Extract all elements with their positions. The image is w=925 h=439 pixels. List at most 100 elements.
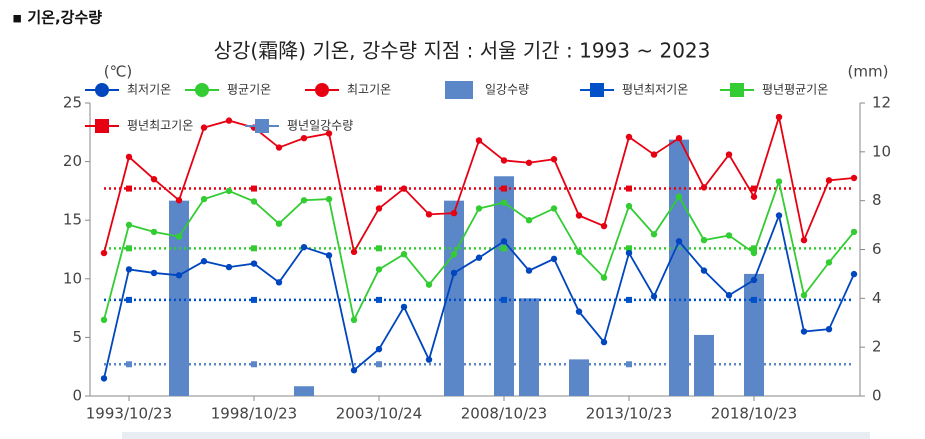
temp-point xyxy=(575,248,583,256)
temp-point xyxy=(575,308,583,315)
legend-label: 일강수량 xyxy=(485,83,529,97)
temp-point xyxy=(775,113,783,121)
y2-axis-label: (mm) xyxy=(848,63,889,81)
y2-tick-label: 0 xyxy=(872,387,882,405)
temp-point xyxy=(425,211,433,218)
temp-point xyxy=(600,338,608,346)
precip-bar xyxy=(519,298,539,396)
normal-marker xyxy=(251,185,257,192)
temp-point xyxy=(275,144,283,151)
temp-point xyxy=(525,217,533,224)
normal-marker xyxy=(251,245,257,252)
legend-marker xyxy=(730,83,744,97)
temp-point xyxy=(550,255,558,263)
normal-marker xyxy=(126,296,132,303)
y2-tick-label: 6 xyxy=(872,240,882,258)
normal-marker xyxy=(501,185,507,192)
legend-swatch xyxy=(445,81,473,99)
temp-point xyxy=(600,222,608,230)
legend-marker xyxy=(590,83,604,97)
temp-point xyxy=(650,231,658,238)
temp-point xyxy=(300,134,308,142)
temp-point xyxy=(525,159,533,166)
y-tick-label: 20 xyxy=(63,152,82,170)
temp-point xyxy=(150,269,158,277)
legend-marker xyxy=(95,83,109,97)
temp-point xyxy=(425,281,433,288)
temp-point xyxy=(425,356,433,363)
legend-label: 평균기온 xyxy=(227,83,271,97)
temp-point xyxy=(600,274,608,281)
precip-bar xyxy=(744,273,764,396)
precip-bar xyxy=(569,359,589,396)
temp-point xyxy=(375,345,383,353)
temp-point xyxy=(450,209,458,217)
temp-point xyxy=(400,185,408,192)
temp-point xyxy=(800,292,808,299)
temp-point xyxy=(225,117,233,124)
legend-label: 평년최고기온 xyxy=(127,119,193,133)
temp-point xyxy=(400,303,408,311)
temp-point xyxy=(750,193,758,200)
temp-point xyxy=(175,272,183,279)
temp-point xyxy=(250,260,258,267)
x-tick-label: 1993/10/23 xyxy=(86,405,172,423)
temp-point xyxy=(850,228,858,236)
temp-point xyxy=(550,156,558,163)
x-tick-label: 2018/10/23 xyxy=(711,405,797,423)
normal-marker xyxy=(626,361,632,368)
temp-point xyxy=(550,205,558,212)
normal-marker xyxy=(126,361,132,368)
legend-label: 최저기온 xyxy=(127,83,171,97)
temp-point xyxy=(475,254,483,261)
legend-label: 평년일강수량 xyxy=(287,119,353,133)
y2-tick-label: 4 xyxy=(872,289,882,307)
temp-point xyxy=(200,258,208,265)
normal-marker xyxy=(501,296,507,303)
temp-point xyxy=(500,199,508,206)
temp-point xyxy=(500,238,508,245)
normal-marker xyxy=(751,245,757,252)
y2-tick-label: 8 xyxy=(872,191,882,209)
y-tick-label: 0 xyxy=(72,387,82,405)
temp-point xyxy=(125,266,133,273)
temp-point xyxy=(700,236,708,244)
temp-point xyxy=(775,178,783,185)
temp-point xyxy=(825,259,833,266)
temp-point xyxy=(475,205,483,212)
y-tick-label: 10 xyxy=(63,269,82,287)
temp-point xyxy=(450,269,458,277)
legend-label: 최고기온 xyxy=(347,83,391,97)
temp-point xyxy=(800,328,808,335)
x-tick-label: 2003/10/24 xyxy=(336,405,422,423)
y-tick-label: 5 xyxy=(72,328,82,346)
temp-point xyxy=(125,153,133,161)
temp-point xyxy=(325,252,333,259)
legend-marker xyxy=(255,119,269,133)
temp-point xyxy=(775,212,783,219)
temp-point xyxy=(475,137,483,144)
temp-point xyxy=(575,212,583,219)
normal-marker xyxy=(376,361,382,368)
normal-marker xyxy=(126,245,132,252)
temp-point xyxy=(150,175,158,183)
temp-point xyxy=(800,236,808,244)
normal-marker xyxy=(126,185,132,192)
temp-point xyxy=(350,367,358,374)
temp-point xyxy=(725,151,733,158)
temp-line xyxy=(103,212,855,379)
legend-marker xyxy=(195,83,209,97)
temp-point xyxy=(125,221,133,229)
y-tick-label: 15 xyxy=(63,211,82,229)
temp-point xyxy=(225,187,233,195)
legend-label: 평년평균기온 xyxy=(762,83,828,97)
temp-point xyxy=(725,292,733,299)
temp-point xyxy=(400,250,408,258)
temp-point xyxy=(750,276,758,284)
temp-point xyxy=(325,130,333,137)
temp-point xyxy=(500,157,508,164)
normal-marker xyxy=(251,296,257,303)
normal-marker xyxy=(626,296,632,303)
temp-point xyxy=(175,233,183,240)
y-tick-label: 25 xyxy=(63,94,82,112)
